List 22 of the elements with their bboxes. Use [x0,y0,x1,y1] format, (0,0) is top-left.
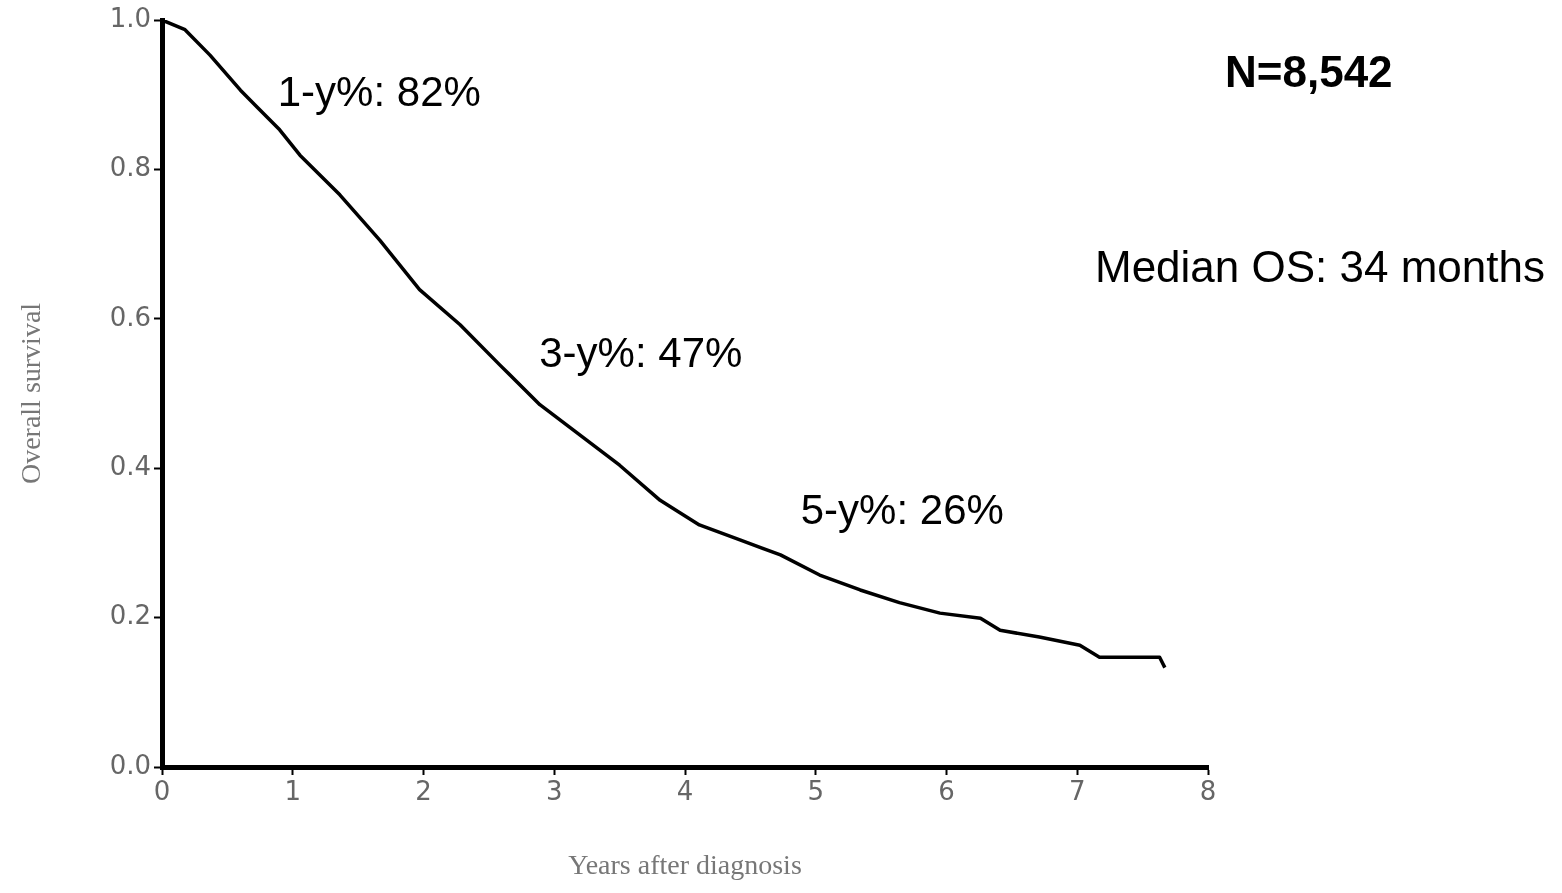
annotation: 1-y%: 82% [277,68,481,116]
x-tick-label: 7 [1068,776,1086,807]
x-tick-label: 5 [807,776,825,807]
annotation: 3-y%: 47% [539,329,743,377]
y-tick-label: 0.2 [109,600,151,631]
y-axis-title: Overall survival [15,302,47,485]
x-tick-label: 8 [1199,776,1217,807]
y-tick-label: 1.0 [109,2,151,33]
x-tick-label: 1 [284,776,302,807]
x-tick-label: 0 [153,776,171,807]
y-tick-label: 0.0 [109,749,151,780]
x-tick-label: 6 [938,776,955,807]
annotation: Median OS: 34 months [1094,242,1545,292]
x-tick-label: 3 [545,776,563,807]
x-tick-label: 2 [415,776,432,807]
x-axis-title: Years after diagnosis [568,848,802,880]
y-tick-label: 0.6 [109,301,151,332]
y-tick-label: 0.4 [109,450,151,481]
y-tick-label: 0.8 [109,152,151,183]
x-tick-label: 4 [676,776,694,807]
annotation: 5-y%: 26% [800,486,1004,534]
text: N=8,542 [1225,47,1393,97]
